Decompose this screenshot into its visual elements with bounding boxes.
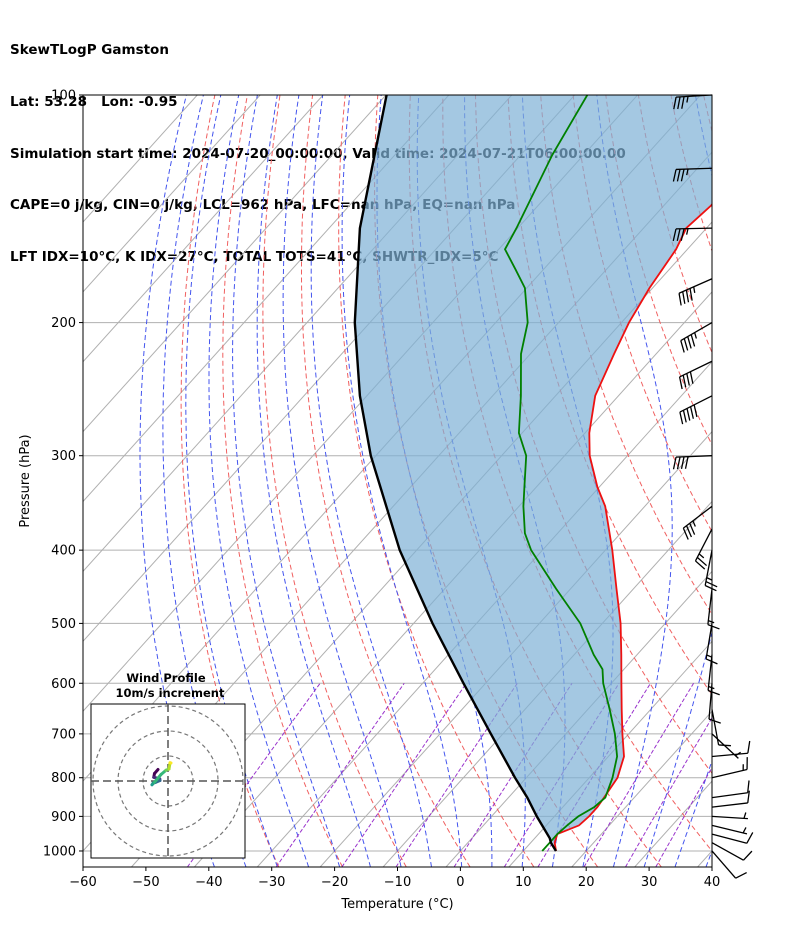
wind-barb (678, 278, 713, 306)
moist-adiabat (643, 95, 712, 867)
x-tick-label: −40 (195, 875, 222, 890)
dewpoint-line (503, 95, 619, 852)
parcel-path-line (353, 95, 558, 852)
x-tick-label: −50 (132, 875, 159, 890)
moist-adiabat (674, 759, 712, 867)
x-tick-label: 30 (641, 875, 658, 890)
moist-adiabat (705, 849, 712, 867)
inset-subtitle: 10m/s increment (116, 686, 225, 700)
dry-adiabat (769, 95, 794, 867)
y-tick-label: 400 (51, 544, 76, 559)
y-tick-label: 700 (51, 727, 76, 742)
wind-barb (711, 850, 747, 879)
x-tick-label: 10 (515, 875, 532, 890)
y-tick-label: 800 (51, 771, 76, 786)
y-tick-label: 100 (51, 89, 76, 104)
isotherm-gridline (83, 95, 324, 363)
moist-adiabat (596, 95, 673, 867)
x-tick-label: −60 (69, 875, 96, 890)
y-tick-label: 1000 (43, 844, 76, 859)
x-axis-label: Temperature (°C) (340, 897, 453, 912)
isotherm-gridline (83, 95, 387, 433)
x-tick-label: −20 (321, 875, 348, 890)
isotherm-gridline (508, 640, 712, 867)
wind-barb (711, 812, 748, 820)
wind-barb (682, 505, 713, 540)
moist-adiabat (232, 95, 341, 867)
mixing-ratio-line (341, 683, 467, 867)
x-tick-label: −30 (258, 875, 285, 890)
wind-barb (672, 455, 713, 470)
wind-barb (678, 360, 713, 390)
dry-adiabat (222, 95, 343, 867)
wind-barb (708, 683, 721, 724)
moist-adiabat (737, 95, 794, 867)
moist-adiabat (185, 95, 278, 867)
y-tick-label: 600 (51, 677, 76, 692)
moist-adiabat (341, 95, 463, 867)
wind-barb (711, 780, 750, 799)
y-tick-label: 500 (51, 617, 76, 632)
y-tick-label: 300 (51, 449, 76, 464)
wind-barb (711, 733, 741, 759)
mixing-ratio-line (655, 766, 712, 867)
wind-barb (672, 227, 713, 242)
cape-shading (354, 95, 712, 851)
wind-barb (711, 790, 750, 808)
chart-title: SkewTLogP Gamston (10, 42, 169, 59)
wind-barb (711, 740, 751, 758)
dry-adiabat (736, 95, 794, 867)
x-tick-label: 40 (704, 875, 721, 890)
wind-barb (711, 824, 748, 835)
wind-barb (711, 842, 753, 861)
hodograph-segment (153, 773, 163, 784)
moist-adiabat (256, 95, 371, 867)
mixing-ratio-line (275, 683, 405, 867)
wind-barb (672, 167, 713, 182)
y-tick-label: 200 (51, 316, 76, 331)
moist-adiabat (310, 95, 432, 867)
wind-barb (711, 709, 731, 747)
isotherm-gridline (319, 430, 712, 867)
wind-barb (711, 757, 748, 779)
mixing-ratio-line (625, 716, 712, 867)
wind-barb (680, 322, 713, 353)
y-tick-label: 900 (51, 810, 76, 825)
y-axis-label: Pressure (hPa) (18, 434, 33, 527)
wind-barb (694, 528, 713, 570)
inset-title: Wind Profile (126, 671, 206, 685)
dry-adiabat (262, 95, 407, 867)
dry-adiabat (338, 95, 535, 867)
x-tick-label: 0 (456, 875, 464, 890)
x-tick-label: 20 (578, 875, 595, 890)
x-tick-label: −10 (384, 875, 411, 890)
isotherm-gridline (83, 95, 450, 503)
location-line: Lat: 53.28 Lon: -0.95 (10, 94, 178, 110)
wind-barb (679, 395, 713, 425)
isotherm-gridline (571, 710, 712, 867)
wind-barb (707, 588, 720, 630)
wind-barb (704, 550, 718, 592)
isotherm-gridline (83, 95, 261, 293)
moist-adiabat (282, 95, 402, 867)
isotherm-gridline (256, 361, 712, 867)
wind-barb (711, 832, 754, 844)
